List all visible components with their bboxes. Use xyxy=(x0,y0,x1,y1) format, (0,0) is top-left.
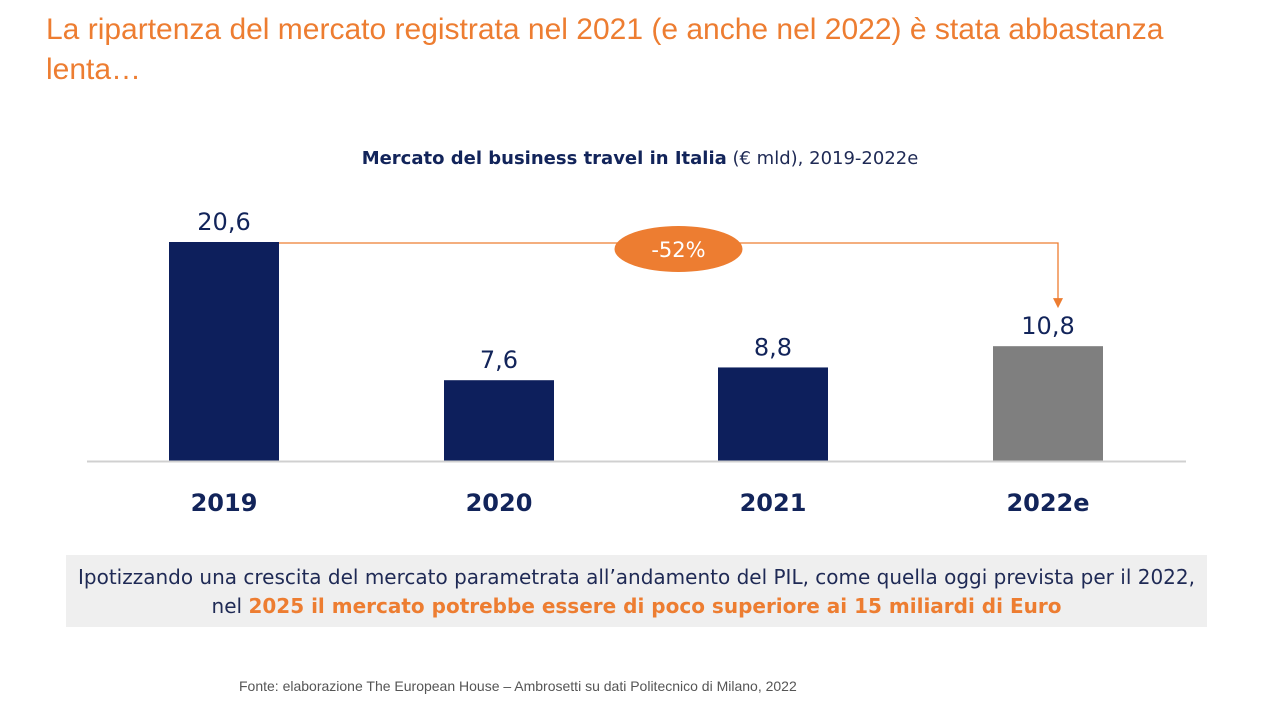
change-badge-label: -52% xyxy=(651,238,705,262)
source-note: Fonte: elaborazione The European House –… xyxy=(239,678,797,694)
bar-2022e xyxy=(993,346,1103,461)
change-badge xyxy=(614,226,743,272)
change-connector-line xyxy=(279,242,1059,300)
bar-2020 xyxy=(444,380,554,461)
bar-chart: 20,6 2019 7,6 2020 8,8 2021 10,8 2022e -52% xyxy=(87,208,1186,517)
value-label-2020: 7,6 xyxy=(480,346,518,374)
bar-2021 xyxy=(718,367,828,461)
forecast-note-highlight: 2025 il mercato potrebbe essere di poco … xyxy=(248,594,1062,618)
value-label-2021: 8,8 xyxy=(754,333,792,361)
value-label-2019: 20,6 xyxy=(197,208,250,236)
forecast-note-text: Ipotizzando una crescita del mercato par… xyxy=(77,565,1195,618)
bar-2019 xyxy=(169,242,279,461)
chart-title-unit: (€ mld), 2019-2022e xyxy=(726,148,919,169)
slide-title: La ripartenza del mercato registrata nel… xyxy=(46,13,1164,86)
category-label-2021: 2021 xyxy=(740,489,807,517)
category-label-2022e: 2022e xyxy=(1006,489,1089,517)
forecast-note: Ipotizzando una crescita del mercato par… xyxy=(66,555,1207,627)
category-label-2020: 2020 xyxy=(466,489,533,517)
chart-title-main: Mercato del business travel in Italia xyxy=(361,148,727,169)
chart-title: Mercato del business travel in Italia (€… xyxy=(0,148,1280,169)
value-label-2022e: 10,8 xyxy=(1021,312,1074,340)
category-label-2019: 2019 xyxy=(191,489,258,517)
change-arrow-head xyxy=(1053,298,1063,309)
